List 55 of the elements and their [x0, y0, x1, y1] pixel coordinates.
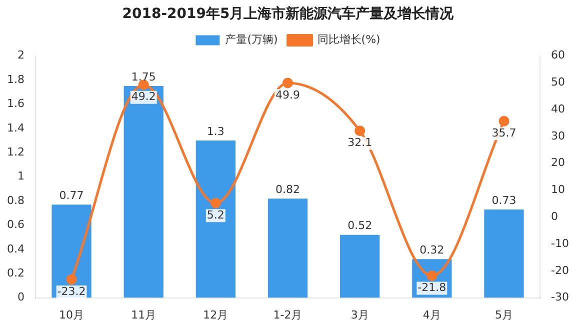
data-label: 1.75 — [131, 70, 156, 84]
y-tick-label: 0.8 — [6, 194, 24, 207]
y2-tick-label: -30 — [551, 290, 569, 304]
data-label: 0.73 — [492, 194, 516, 207]
point — [498, 116, 510, 126]
bar — [484, 209, 524, 298]
data-label: 49.9 — [276, 88, 300, 102]
data-label: 0.52 — [348, 219, 372, 232]
point — [210, 198, 221, 208]
bar — [124, 86, 164, 298]
data-label: -23.2 — [57, 284, 86, 298]
y2-tick-label: 50 — [551, 76, 566, 89]
x-tick-label: 3月 — [350, 308, 369, 322]
bar — [268, 198, 308, 298]
x-tick-label: 4月 — [422, 308, 441, 322]
data-label: 0.32 — [420, 243, 444, 256]
y2-tick-label: 20 — [551, 156, 566, 170]
y-tick-label: 1.8 — [6, 72, 24, 86]
x-tick-label: 1-2月 — [273, 308, 302, 322]
y-tick-label: 1 — [17, 170, 24, 183]
y-tick-label: 1.4 — [6, 121, 24, 134]
y2-tick-label: 0 — [551, 210, 558, 223]
data-label: -21.8 — [418, 281, 446, 294]
data-label: 5.2 — [206, 208, 224, 222]
y-tick-label: 2 — [17, 48, 24, 62]
bar — [340, 234, 380, 298]
y-tick-label: 0.2 — [6, 266, 24, 280]
y2-tick-label: -10 — [551, 236, 569, 250]
y-tick-label: 0.4 — [6, 242, 24, 256]
point — [354, 126, 366, 136]
chart-title: 2018-2019年5月上海市新能源汽车产量及增长情况 — [122, 5, 455, 22]
data-label: 35.7 — [492, 126, 516, 140]
x-tick-label: 12月 — [203, 308, 228, 322]
y2-tick-label: 60 — [551, 48, 566, 62]
y2-tick-label: 30 — [551, 129, 566, 142]
data-label: 49.2 — [131, 90, 156, 104]
data-label: 1.3 — [206, 124, 224, 138]
data-label: 32.1 — [348, 136, 372, 150]
y2-tick-label: 10 — [551, 183, 566, 196]
x-tick-label: 10月 — [59, 308, 84, 322]
y-tick-label: 0.6 — [6, 218, 24, 232]
data-label: 0.82 — [276, 182, 300, 196]
y-tick-label: 1.2 — [6, 145, 24, 158]
y-tick-label: 0 — [17, 290, 24, 304]
y2-tick-label: 40 — [551, 102, 566, 116]
bar — [196, 140, 236, 298]
legend-label: 同比增长(%) — [317, 33, 380, 46]
x-tick-label: 11月 — [131, 308, 156, 322]
y2-tick-label: -20 — [551, 264, 569, 277]
data-label: 0.77 — [59, 188, 84, 202]
x-tick-label: 5月 — [494, 308, 513, 322]
legend-label: 产量(万辆) — [225, 33, 278, 46]
point — [66, 274, 77, 285]
point — [282, 78, 294, 88]
y-tick-label: 1.6 — [6, 97, 24, 110]
